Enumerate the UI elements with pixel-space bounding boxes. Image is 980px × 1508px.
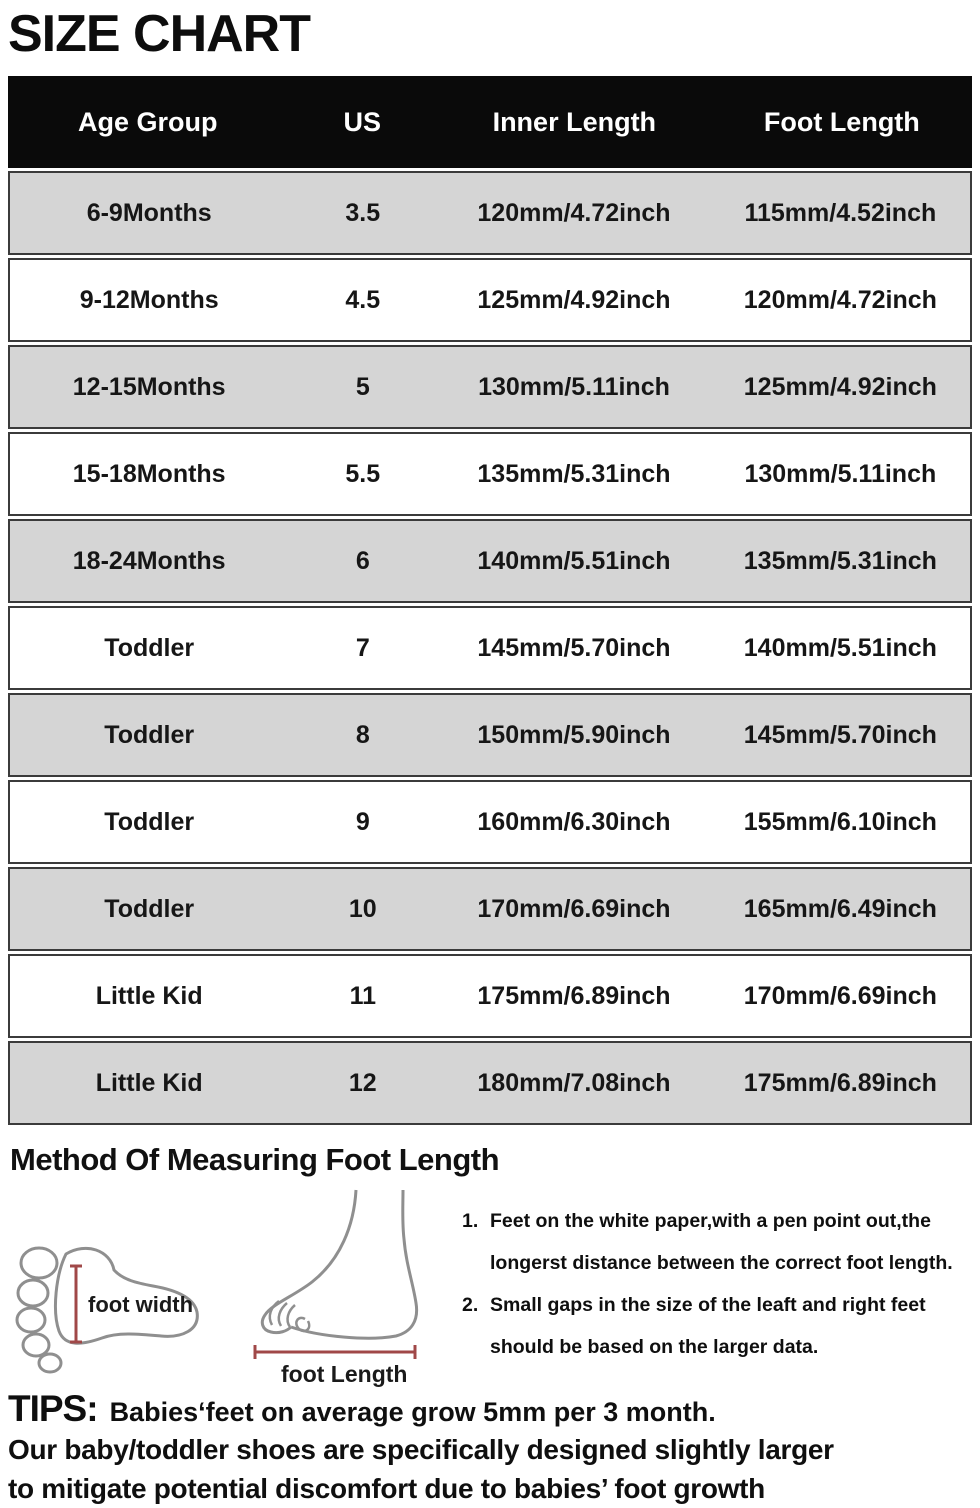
cell-age-group: 18-24Months <box>72 546 226 575</box>
cell-us-size: 11 <box>349 981 376 1010</box>
instruction-line: longerst distance between the correct fo… <box>490 1252 953 1274</box>
cell-inner-length: 160mm/6.30inch <box>477 807 671 836</box>
page-title: SIZE CHART <box>8 5 311 63</box>
cell-inner-length: 140mm/5.51inch <box>477 546 671 575</box>
table-row: Little Kid 11 175mm/6.89inch 170mm/6.69i… <box>8 954 972 1038</box>
cell-inner-length: 175mm/6.89inch <box>477 981 671 1010</box>
cell-age-group: 12-15Months <box>72 372 226 401</box>
cell-us-size: 5.5 <box>345 459 381 488</box>
table-row: 12-15Months 5 130mm/5.11inch 125mm/4.92i… <box>8 345 972 429</box>
cell-us-size: 4.5 <box>345 285 381 314</box>
measuring-section: foot width foot Length 1. <box>0 1178 980 1387</box>
tips-text-1: Babies‘feet on average grow 5mm per 3 mo… <box>109 1397 716 1427</box>
cell-age-group: Toddler <box>104 894 195 923</box>
cell-age-group: 15-18Months <box>72 459 226 488</box>
cell-age-group: 9-12Months <box>79 285 219 314</box>
tips-text-2: Our baby/toddler shoes are specifically … <box>8 1434 834 1465</box>
instruction-number: 1. <box>462 1210 479 1232</box>
instruction-text: Feet on the white paper,with a pen point… <box>490 1200 953 1284</box>
svg-text:foot width: foot width <box>88 1292 193 1317</box>
tips-text-3: to mitigate potential discomfort due to … <box>8 1473 765 1504</box>
table-row: 6-9Months 3.5 120mm/4.72inch 115mm/4.52i… <box>8 171 972 255</box>
cell-us-size: 3.5 <box>345 198 381 227</box>
cell-age-group: Toddler <box>104 720 195 749</box>
foot-length-diagram: foot Length <box>238 1184 450 1387</box>
table-row: Little Kid 12 180mm/7.08inch 175mm/6.89i… <box>8 1041 972 1125</box>
cell-us-size: 10 <box>348 894 377 923</box>
instruction-item-2: 2. Small gaps in the size of the leaft a… <box>462 1284 972 1368</box>
foot-top-view-icon: foot width <box>15 1246 199 1374</box>
cell-foot-length: 140mm/5.51inch <box>743 633 937 662</box>
cell-foot-length: 145mm/5.70inch <box>743 720 937 749</box>
cell-us-size: 8 <box>355 720 370 749</box>
table-row: 18-24Months 6 140mm/5.51inch 135mm/5.31i… <box>8 519 972 603</box>
cell-foot-length: 125mm/4.92inch <box>743 372 937 401</box>
header-us-size: US <box>343 106 381 137</box>
cell-foot-length: 135mm/5.31inch <box>743 546 937 575</box>
measuring-instructions: 1. Feet on the white paper,with a pen po… <box>450 1184 972 1386</box>
cell-age-group: Toddler <box>104 807 195 836</box>
cell-inner-length: 145mm/5.70inch <box>477 633 671 662</box>
size-table: Age Group US Inner Length Foot Length 6-… <box>8 76 972 1125</box>
cell-foot-length: 155mm/6.10inch <box>743 807 937 836</box>
cell-inner-length: 120mm/4.72inch <box>477 198 671 227</box>
instruction-item-1: 1. Feet on the white paper,with a pen po… <box>462 1200 972 1284</box>
tips-section: TIPS: Babies‘feet on average grow 5mm pe… <box>0 1386 980 1508</box>
svg-text:foot Length: foot Length <box>281 1361 407 1387</box>
cell-foot-length: 165mm/6.49inch <box>743 894 937 923</box>
instruction-line: should be based on the larger data. <box>490 1336 819 1358</box>
instruction-text: Small gaps in the size of the leaft and … <box>490 1284 926 1368</box>
cell-foot-length: 130mm/5.11inch <box>744 459 937 488</box>
cell-foot-length: 175mm/6.89inch <box>743 1068 937 1097</box>
cell-foot-length: 120mm/4.72inch <box>743 285 937 314</box>
measuring-section-heading: Method Of Measuring Foot Length <box>10 1142 500 1177</box>
foot-width-diagram: foot width <box>10 1184 238 1386</box>
cell-us-size: 5 <box>355 372 370 401</box>
cell-age-group: Toddler <box>104 633 195 662</box>
instruction-line: Small gaps in the size of the leaft and … <box>490 1294 926 1316</box>
cell-us-size: 7 <box>355 633 370 662</box>
table-row: Toddler 9 160mm/6.30inch 155mm/6.10inch <box>8 780 972 864</box>
cell-us-size: 12 <box>348 1068 377 1097</box>
table-row: 15-18Months 5.5 135mm/5.31inch 130mm/5.1… <box>8 432 972 516</box>
cell-inner-length: 125mm/4.92inch <box>477 285 671 314</box>
cell-inner-length: 135mm/5.31inch <box>477 459 671 488</box>
instruction-number: 2. <box>462 1294 479 1316</box>
cell-inner-length: 170mm/6.69inch <box>477 894 671 923</box>
cell-inner-length: 180mm/7.08inch <box>477 1068 671 1097</box>
table-body: 6-9Months 3.5 120mm/4.72inch 115mm/4.52i… <box>8 171 972 1125</box>
cell-foot-length: 115mm/4.52inch <box>744 198 937 227</box>
cell-foot-length: 170mm/6.69inch <box>743 981 937 1010</box>
table-row: Toddler 10 170mm/6.69inch 165mm/6.49inch <box>8 867 972 951</box>
cell-us-size: 6 <box>355 546 370 575</box>
header-foot-length: Foot Length <box>763 106 920 137</box>
cell-inner-length: 130mm/5.11inch <box>478 372 670 401</box>
table-row: 9-12Months 4.5 125mm/4.92inch 120mm/4.72… <box>8 258 972 342</box>
cell-age-group: Little Kid <box>95 1068 203 1097</box>
table-row: Toddler 8 150mm/5.90inch 145mm/5.70inch <box>8 693 972 777</box>
header-inner-length: Inner Length <box>492 106 657 137</box>
header-age-group: Age Group <box>78 106 218 137</box>
cell-age-group: 6-9Months <box>86 198 212 227</box>
table-row: Toddler 7 145mm/5.70inch 140mm/5.51inch <box>8 606 972 690</box>
tips-first-line: TIPS: Babies‘feet on average grow 5mm pe… <box>8 1388 972 1430</box>
cell-inner-length: 150mm/5.90inch <box>477 720 671 749</box>
instruction-line: Feet on the white paper,with a pen point… <box>490 1210 931 1232</box>
cell-age-group: Little Kid <box>95 981 203 1010</box>
tips-label: TIPS: <box>8 1388 99 1429</box>
cell-us-size: 9 <box>355 807 370 836</box>
foot-side-view-icon: foot Length <box>253 1189 419 1387</box>
table-header-row: Age Group US Inner Length Foot Length <box>8 76 972 168</box>
